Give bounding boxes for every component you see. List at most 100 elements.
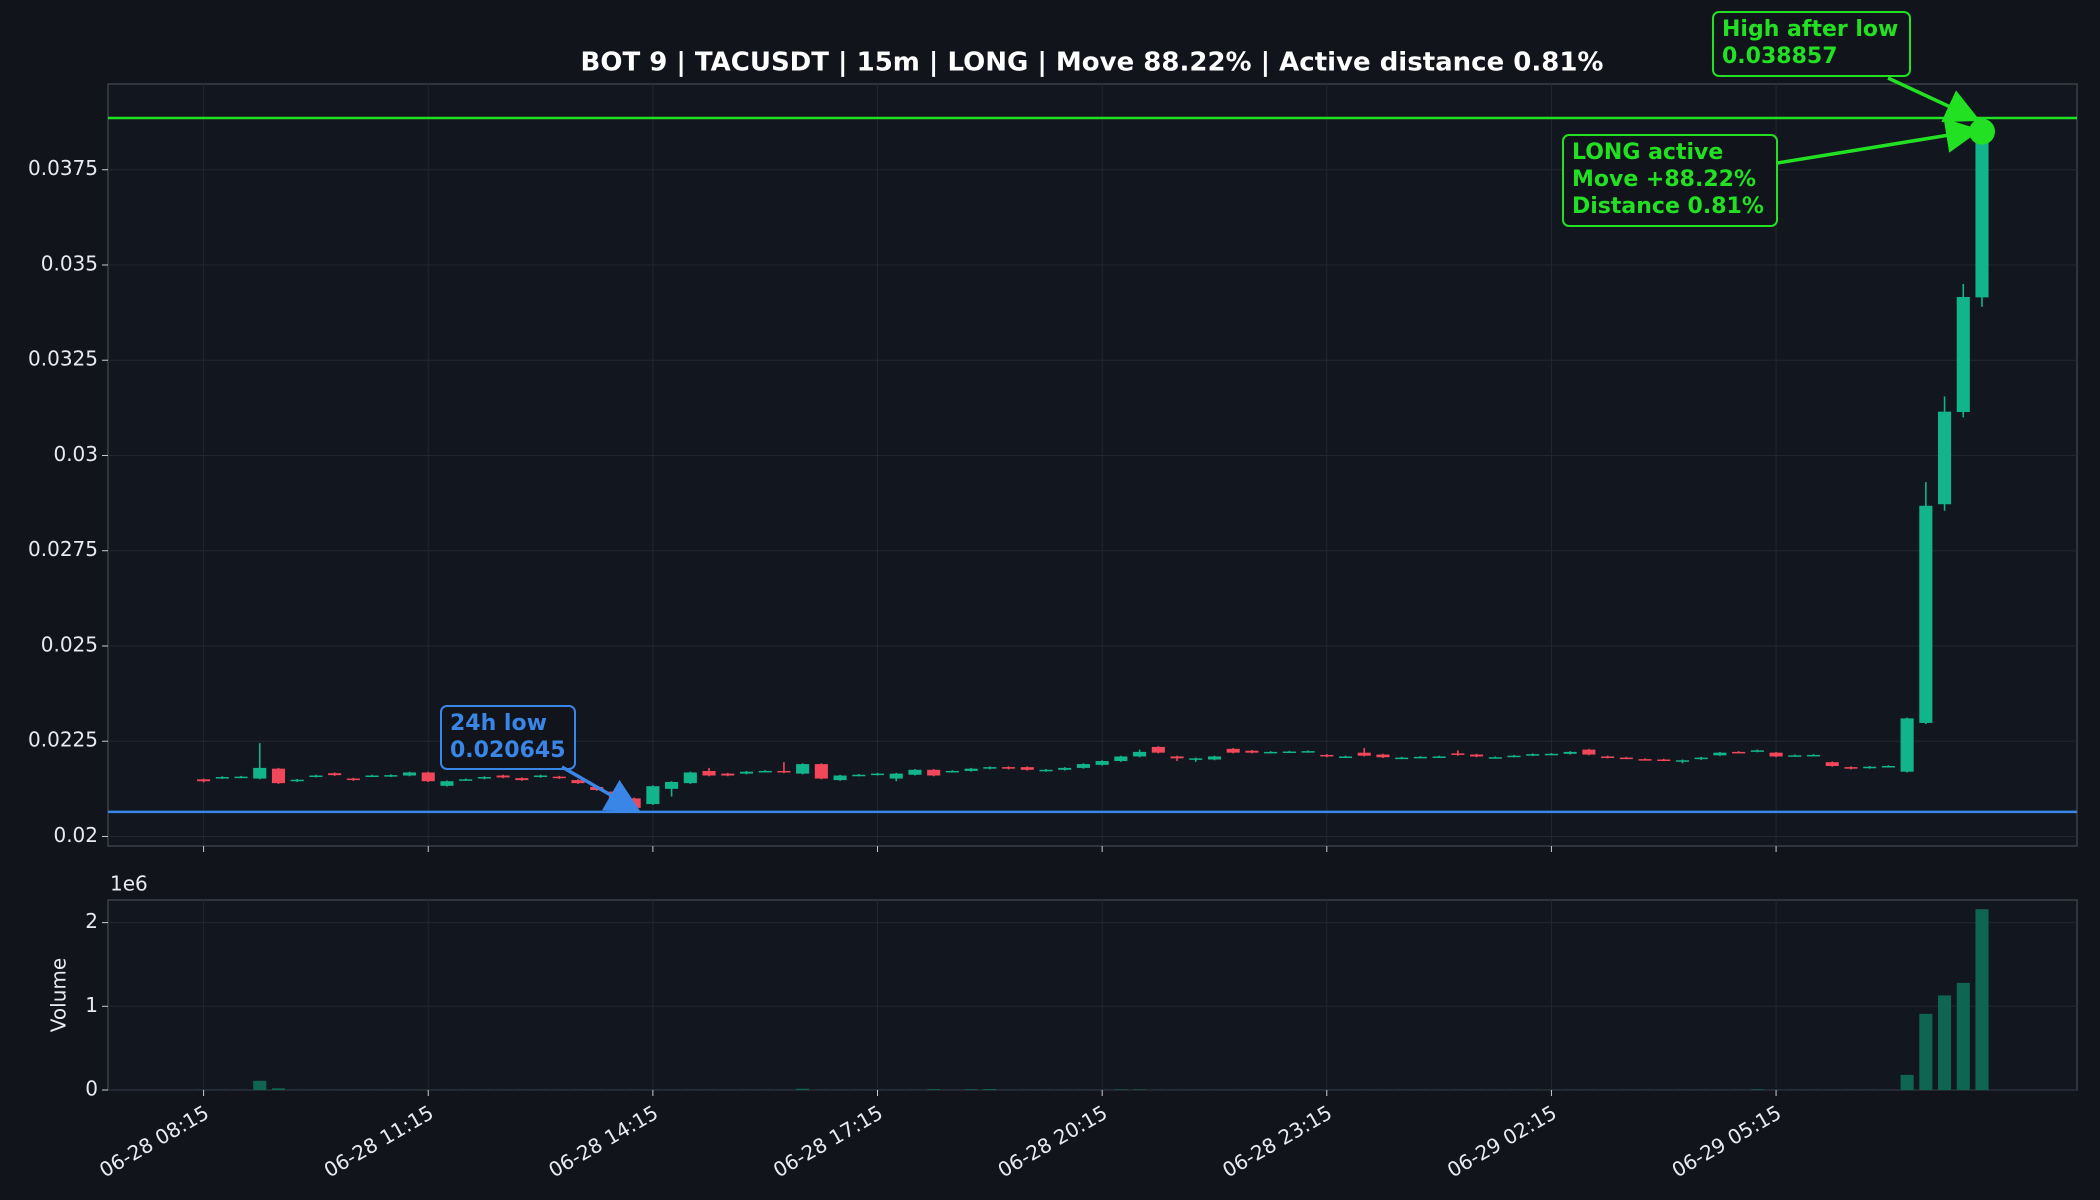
candle-body <box>290 779 304 782</box>
candle-body <box>515 778 529 781</box>
candle-body <box>1357 752 1371 756</box>
candle-body <box>1544 753 1558 756</box>
candle-body <box>1301 751 1315 753</box>
candle-body <box>796 764 810 774</box>
volume-panel <box>107 899 2078 1091</box>
volume-bar <box>253 1080 267 1090</box>
candle-body <box>1338 756 1353 758</box>
candle-body <box>1058 767 1072 770</box>
y-tick-label: 0.0325 <box>28 347 98 371</box>
candle-body <box>1956 296 1970 413</box>
candle-body <box>234 776 248 779</box>
candle-body <box>1226 748 1240 753</box>
candle-body <box>1451 753 1465 755</box>
annotation-arrow <box>561 765 642 813</box>
candle-body <box>870 773 885 776</box>
candle-body <box>1919 505 1933 723</box>
candle-body <box>1806 754 1821 757</box>
y-tick-label: 0.0375 <box>28 156 98 180</box>
candle-body <box>534 775 548 778</box>
candle-body <box>1413 756 1427 759</box>
volume-bar <box>983 1088 997 1090</box>
candle-body <box>1432 756 1446 758</box>
candle-body <box>1507 755 1521 758</box>
candle-body <box>908 769 922 775</box>
candle-body <box>1076 764 1090 768</box>
candle-body <box>1825 762 1839 766</box>
candle-body <box>1694 757 1708 760</box>
candle-body <box>1863 766 1877 769</box>
volume-bar <box>271 1088 286 1090</box>
candle-body <box>1488 757 1502 759</box>
volume-bar <box>1956 982 1970 1090</box>
candle-body <box>1170 756 1184 759</box>
candle-body <box>197 779 211 782</box>
volume-offset-label: 1e6 <box>110 872 148 896</box>
annotation-text: Distance 0.81% <box>1572 194 1764 219</box>
candle-body <box>646 786 660 805</box>
candle-body <box>1769 752 1783 757</box>
candle-body <box>1245 750 1259 753</box>
candle-body <box>1376 754 1390 758</box>
candle-body <box>328 773 342 776</box>
candle-body <box>253 767 267 779</box>
annotation-text: High after low <box>1722 17 1898 42</box>
candle-body <box>1114 756 1128 762</box>
volume-bar <box>796 1088 810 1090</box>
volume-bar <box>1133 1089 1147 1090</box>
price-panel <box>107 83 2078 847</box>
candle-body <box>833 775 847 781</box>
volume-bar <box>1938 995 1952 1090</box>
candle-body <box>1282 751 1296 754</box>
y-tick-label: 0.0275 <box>28 537 98 561</box>
candle-body <box>421 772 435 782</box>
candle-body <box>1582 749 1596 755</box>
candle-body <box>1563 751 1577 754</box>
candle-body <box>215 777 229 779</box>
y-tick-label: 1 <box>85 993 98 1017</box>
volume-bar <box>1900 1074 1914 1090</box>
candle-body <box>1675 760 1690 762</box>
candle-body <box>384 775 398 777</box>
volume-bar <box>1750 1089 1764 1090</box>
candle-body <box>1619 757 1633 760</box>
candle-body <box>440 781 454 786</box>
candle-body <box>459 779 473 781</box>
candle-body <box>945 770 959 773</box>
volume-bar <box>964 1089 978 1090</box>
volume-bar <box>1114 1089 1128 1090</box>
y-tick-label: 0.0225 <box>28 728 98 752</box>
candle-body <box>496 775 510 778</box>
candle-body <box>1975 131 1989 298</box>
candle-body <box>777 770 791 773</box>
candle-body <box>1039 769 1053 772</box>
candle-body <box>1264 751 1278 754</box>
annotation-arrow <box>1776 118 1981 165</box>
candle-body <box>1638 759 1652 761</box>
candle-body <box>683 772 697 784</box>
candle-body <box>1732 751 1746 754</box>
candle-body <box>477 777 491 779</box>
candle-body <box>983 767 997 769</box>
candle-body <box>1020 767 1034 770</box>
candle-body <box>739 771 754 774</box>
annotation-box <box>1712 11 1911 77</box>
candle-body <box>1095 761 1109 765</box>
candle-body <box>552 776 566 779</box>
y-tick-label: 0.02 <box>53 823 98 847</box>
annotation-arrow <box>1887 76 1981 123</box>
annotation-text: 0.038857 <box>1722 44 1838 69</box>
annotation-text: LONG active <box>1572 140 1723 165</box>
volume-bar <box>1919 1013 1933 1090</box>
candle-body <box>1470 754 1484 757</box>
candle-body <box>852 774 866 777</box>
candle-body <box>402 772 417 776</box>
candle-body <box>964 768 978 771</box>
candle-body <box>1002 767 1016 769</box>
annotation-text: Move +88.22% <box>1572 167 1756 192</box>
candle-body <box>271 768 286 784</box>
candle-body <box>1844 767 1858 769</box>
annotation-text: 24h low <box>450 711 547 736</box>
annotation-text: 0.020645 <box>450 738 566 763</box>
